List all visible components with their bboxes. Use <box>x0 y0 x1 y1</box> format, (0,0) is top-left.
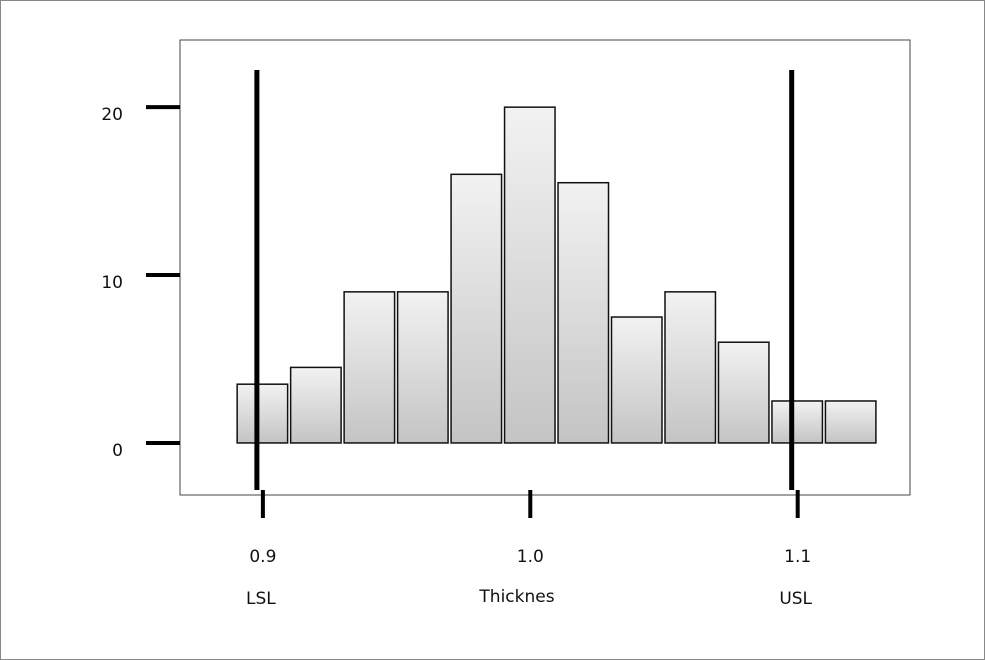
bar <box>343 291 396 444</box>
x-tick-label: 0.9 <box>249 547 276 567</box>
plot-area <box>179 39 911 496</box>
bar <box>771 400 824 444</box>
bar <box>289 366 342 444</box>
bar <box>396 291 449 444</box>
spec-limit-label: USL <box>779 589 812 609</box>
bar <box>503 106 556 444</box>
y-tick-label: 10 <box>101 273 123 293</box>
bar <box>236 383 289 444</box>
bar <box>450 173 503 444</box>
x-tick-label: 1.0 <box>517 547 544 567</box>
y-tick-label: 20 <box>101 105 123 125</box>
x-tick-label: 1.1 <box>784 547 811 567</box>
bar <box>824 400 877 444</box>
spec-limit-label: LSL <box>246 589 276 609</box>
bar <box>664 291 717 444</box>
bar <box>717 341 770 444</box>
y-tick-label: 0 <box>112 441 123 461</box>
bar <box>610 316 663 444</box>
x-axis-label: Thicknes <box>478 587 554 607</box>
bar <box>557 181 610 444</box>
